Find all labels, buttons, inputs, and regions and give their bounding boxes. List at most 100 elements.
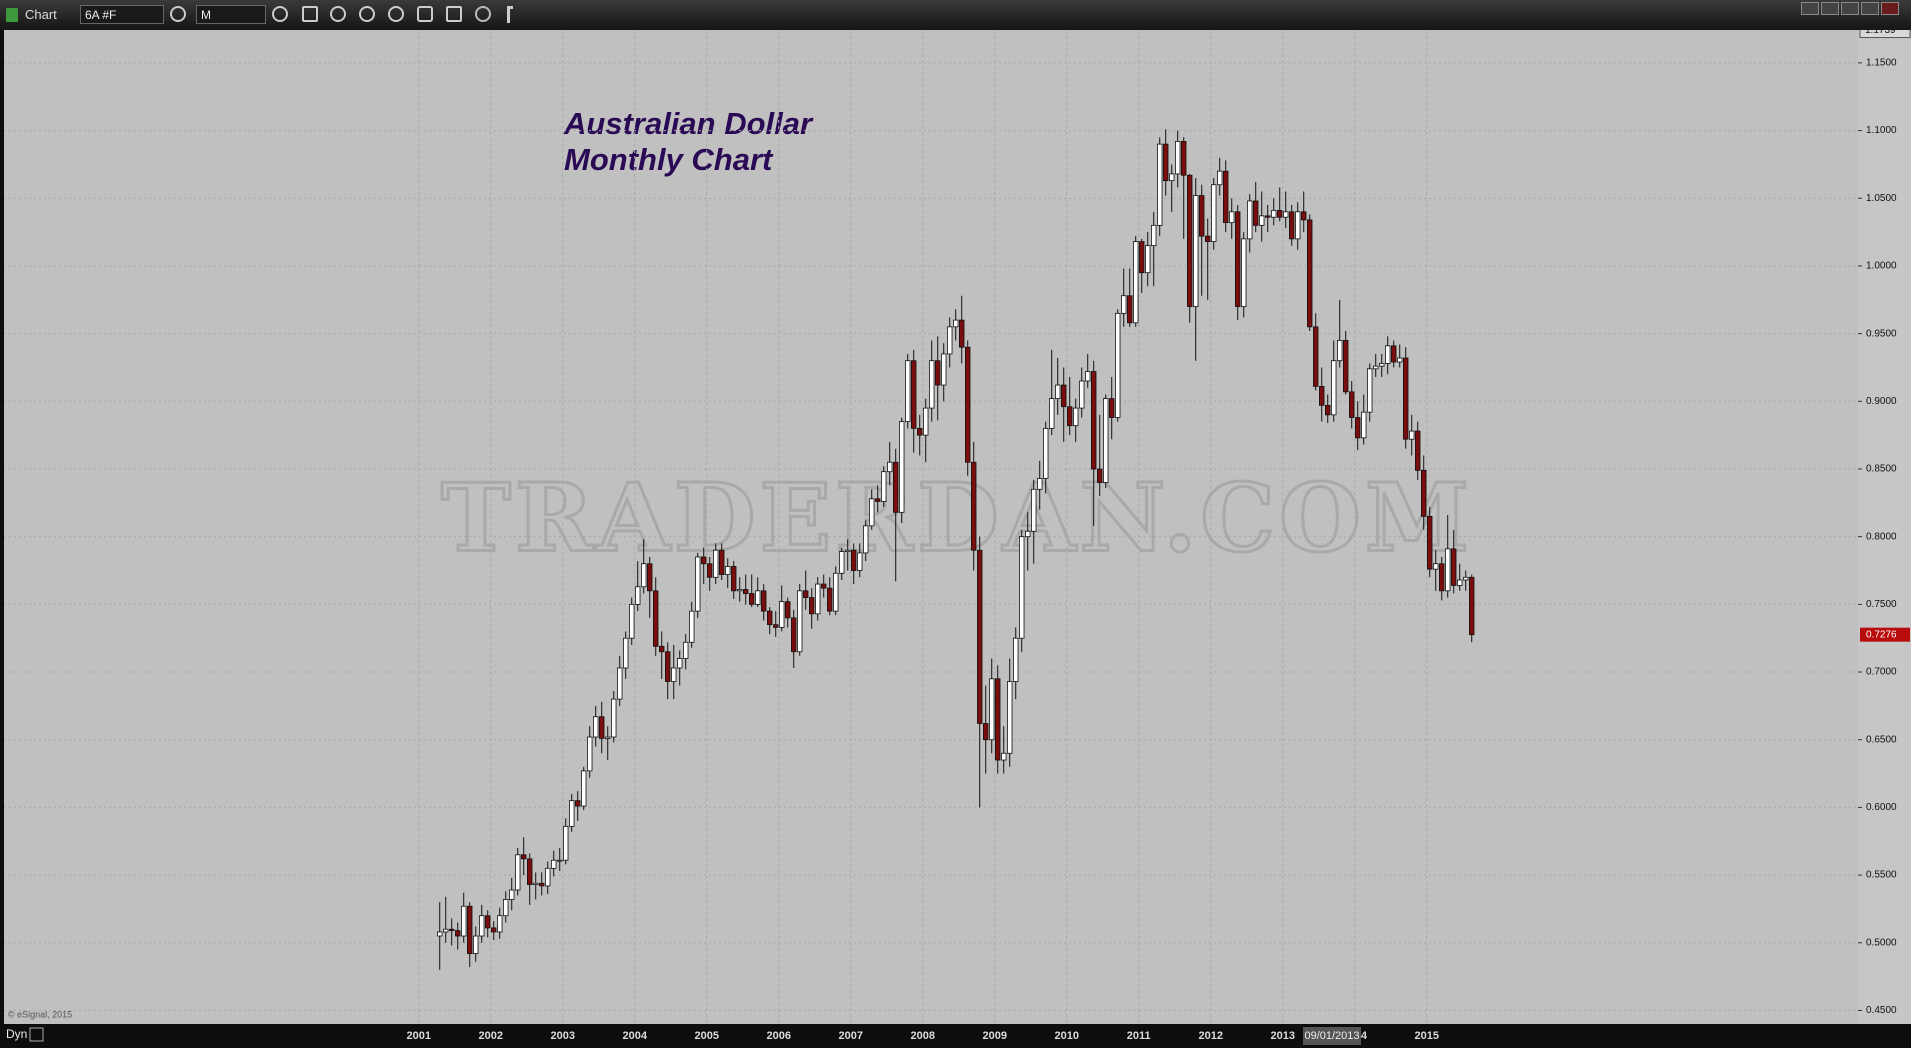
candle-body bbox=[575, 800, 581, 807]
candle-body bbox=[1259, 215, 1265, 226]
candle-body bbox=[1313, 326, 1319, 387]
candle-body bbox=[455, 930, 461, 937]
candle-body bbox=[1421, 469, 1427, 517]
symbol-input[interactable]: 6A #F bbox=[80, 5, 164, 24]
x-tick-label: 2003 bbox=[550, 1030, 574, 1042]
draw-button[interactable] bbox=[302, 6, 318, 22]
candle-body bbox=[851, 549, 857, 571]
chart-subtitle: Monthly Chart bbox=[564, 142, 774, 177]
restore-button[interactable] bbox=[1821, 2, 1839, 15]
candle-body bbox=[929, 360, 935, 409]
candle-body bbox=[1355, 417, 1361, 439]
candle-body bbox=[803, 590, 809, 598]
x-tick-label: 2008 bbox=[910, 1030, 934, 1042]
candle-body bbox=[989, 678, 995, 741]
interval-input[interactable]: M bbox=[196, 5, 266, 24]
x-tick-label: 2015 bbox=[1414, 1030, 1438, 1042]
copyright: © eSignal, 2015 bbox=[8, 1009, 72, 1019]
candle-body bbox=[1085, 371, 1091, 382]
plot-area bbox=[4, 30, 1858, 1024]
candle-body bbox=[827, 587, 833, 612]
candle-body bbox=[935, 360, 941, 386]
candle-body bbox=[713, 549, 719, 578]
minimize-button[interactable] bbox=[1841, 2, 1859, 15]
clock-button[interactable] bbox=[272, 6, 288, 22]
candle-body bbox=[605, 736, 611, 739]
help-button[interactable] bbox=[1801, 2, 1819, 15]
candle-body bbox=[1307, 219, 1313, 328]
candle-body bbox=[749, 593, 755, 605]
candle-body bbox=[881, 471, 887, 502]
study-button[interactable] bbox=[330, 6, 346, 22]
play-button[interactable] bbox=[359, 6, 375, 22]
chat-button[interactable] bbox=[446, 6, 462, 22]
candle-body bbox=[707, 563, 713, 578]
x-tick-label: 2011 bbox=[1127, 1030, 1151, 1042]
watermark: TRADERDAN.COM bbox=[441, 463, 1473, 573]
candle-body bbox=[1415, 430, 1421, 471]
candle-body bbox=[941, 353, 947, 386]
candle-body bbox=[1295, 211, 1301, 240]
candle-body bbox=[1181, 141, 1187, 176]
candle-body bbox=[833, 572, 839, 612]
candle-body bbox=[773, 624, 779, 628]
candle-body bbox=[1001, 752, 1007, 761]
candle-body bbox=[1103, 398, 1109, 483]
dyn-icon[interactable] bbox=[29, 1027, 44, 1042]
candle-body bbox=[677, 658, 683, 669]
candle-body bbox=[1277, 210, 1283, 218]
candle-body bbox=[1025, 530, 1031, 538]
candle-body bbox=[1409, 430, 1415, 440]
candle-body bbox=[911, 360, 917, 429]
candle-body bbox=[1241, 238, 1247, 307]
top-price-label: 1.1739 bbox=[1865, 30, 1896, 36]
settings-button[interactable] bbox=[170, 6, 186, 22]
candle-body bbox=[1247, 200, 1253, 240]
candle-body bbox=[1133, 241, 1139, 324]
candle-body bbox=[971, 461, 977, 551]
y-tick-label: 0.4500 bbox=[1866, 1005, 1897, 1016]
candle-body bbox=[1007, 681, 1013, 754]
candle-body bbox=[821, 583, 827, 589]
candle-body bbox=[449, 928, 455, 931]
candle-body bbox=[1445, 548, 1451, 592]
close-button[interactable] bbox=[1881, 2, 1899, 15]
candle-body bbox=[1139, 241, 1145, 274]
candle-body bbox=[1391, 345, 1397, 363]
candle-body bbox=[743, 589, 749, 594]
maximize-button[interactable] bbox=[1861, 2, 1879, 15]
candle-body bbox=[539, 882, 545, 887]
candles bbox=[437, 129, 1475, 970]
facebook-button[interactable] bbox=[507, 6, 513, 23]
candle-body bbox=[1097, 468, 1103, 483]
candle-body bbox=[563, 825, 569, 861]
y-tick-label: 0.6500 bbox=[1866, 734, 1897, 745]
candle-body bbox=[587, 736, 593, 772]
candle-body bbox=[1253, 200, 1259, 226]
twitter-button[interactable] bbox=[475, 6, 491, 22]
y-tick-label: 0.7500 bbox=[1866, 599, 1897, 610]
candle-body bbox=[959, 319, 965, 348]
candle-body bbox=[1427, 515, 1433, 570]
candle-body bbox=[593, 716, 599, 738]
candle-body bbox=[551, 859, 557, 869]
candle-body bbox=[1289, 211, 1295, 240]
candle-body bbox=[503, 899, 509, 917]
dyn-label: Dyn bbox=[6, 1027, 27, 1041]
link-button[interactable] bbox=[417, 6, 433, 22]
candle-body bbox=[1037, 478, 1043, 490]
candle-body bbox=[845, 549, 851, 552]
candle-body bbox=[1043, 427, 1049, 479]
chart: TRADERDAN.COM Australian Dollar Monthly … bbox=[0, 30, 1911, 1048]
candle-body bbox=[701, 556, 707, 565]
candle-body bbox=[545, 867, 551, 887]
x-tick-label: 2006 bbox=[766, 1030, 790, 1042]
y-tick-label: 0.8500 bbox=[1866, 464, 1897, 475]
candle-body bbox=[1067, 406, 1073, 427]
candle-body bbox=[1325, 404, 1331, 416]
y-tick-label: 1.1500 bbox=[1866, 58, 1897, 69]
alert-button[interactable] bbox=[388, 6, 404, 22]
candle-body bbox=[791, 617, 797, 653]
candle-body bbox=[647, 563, 653, 592]
candle-body bbox=[785, 601, 791, 619]
